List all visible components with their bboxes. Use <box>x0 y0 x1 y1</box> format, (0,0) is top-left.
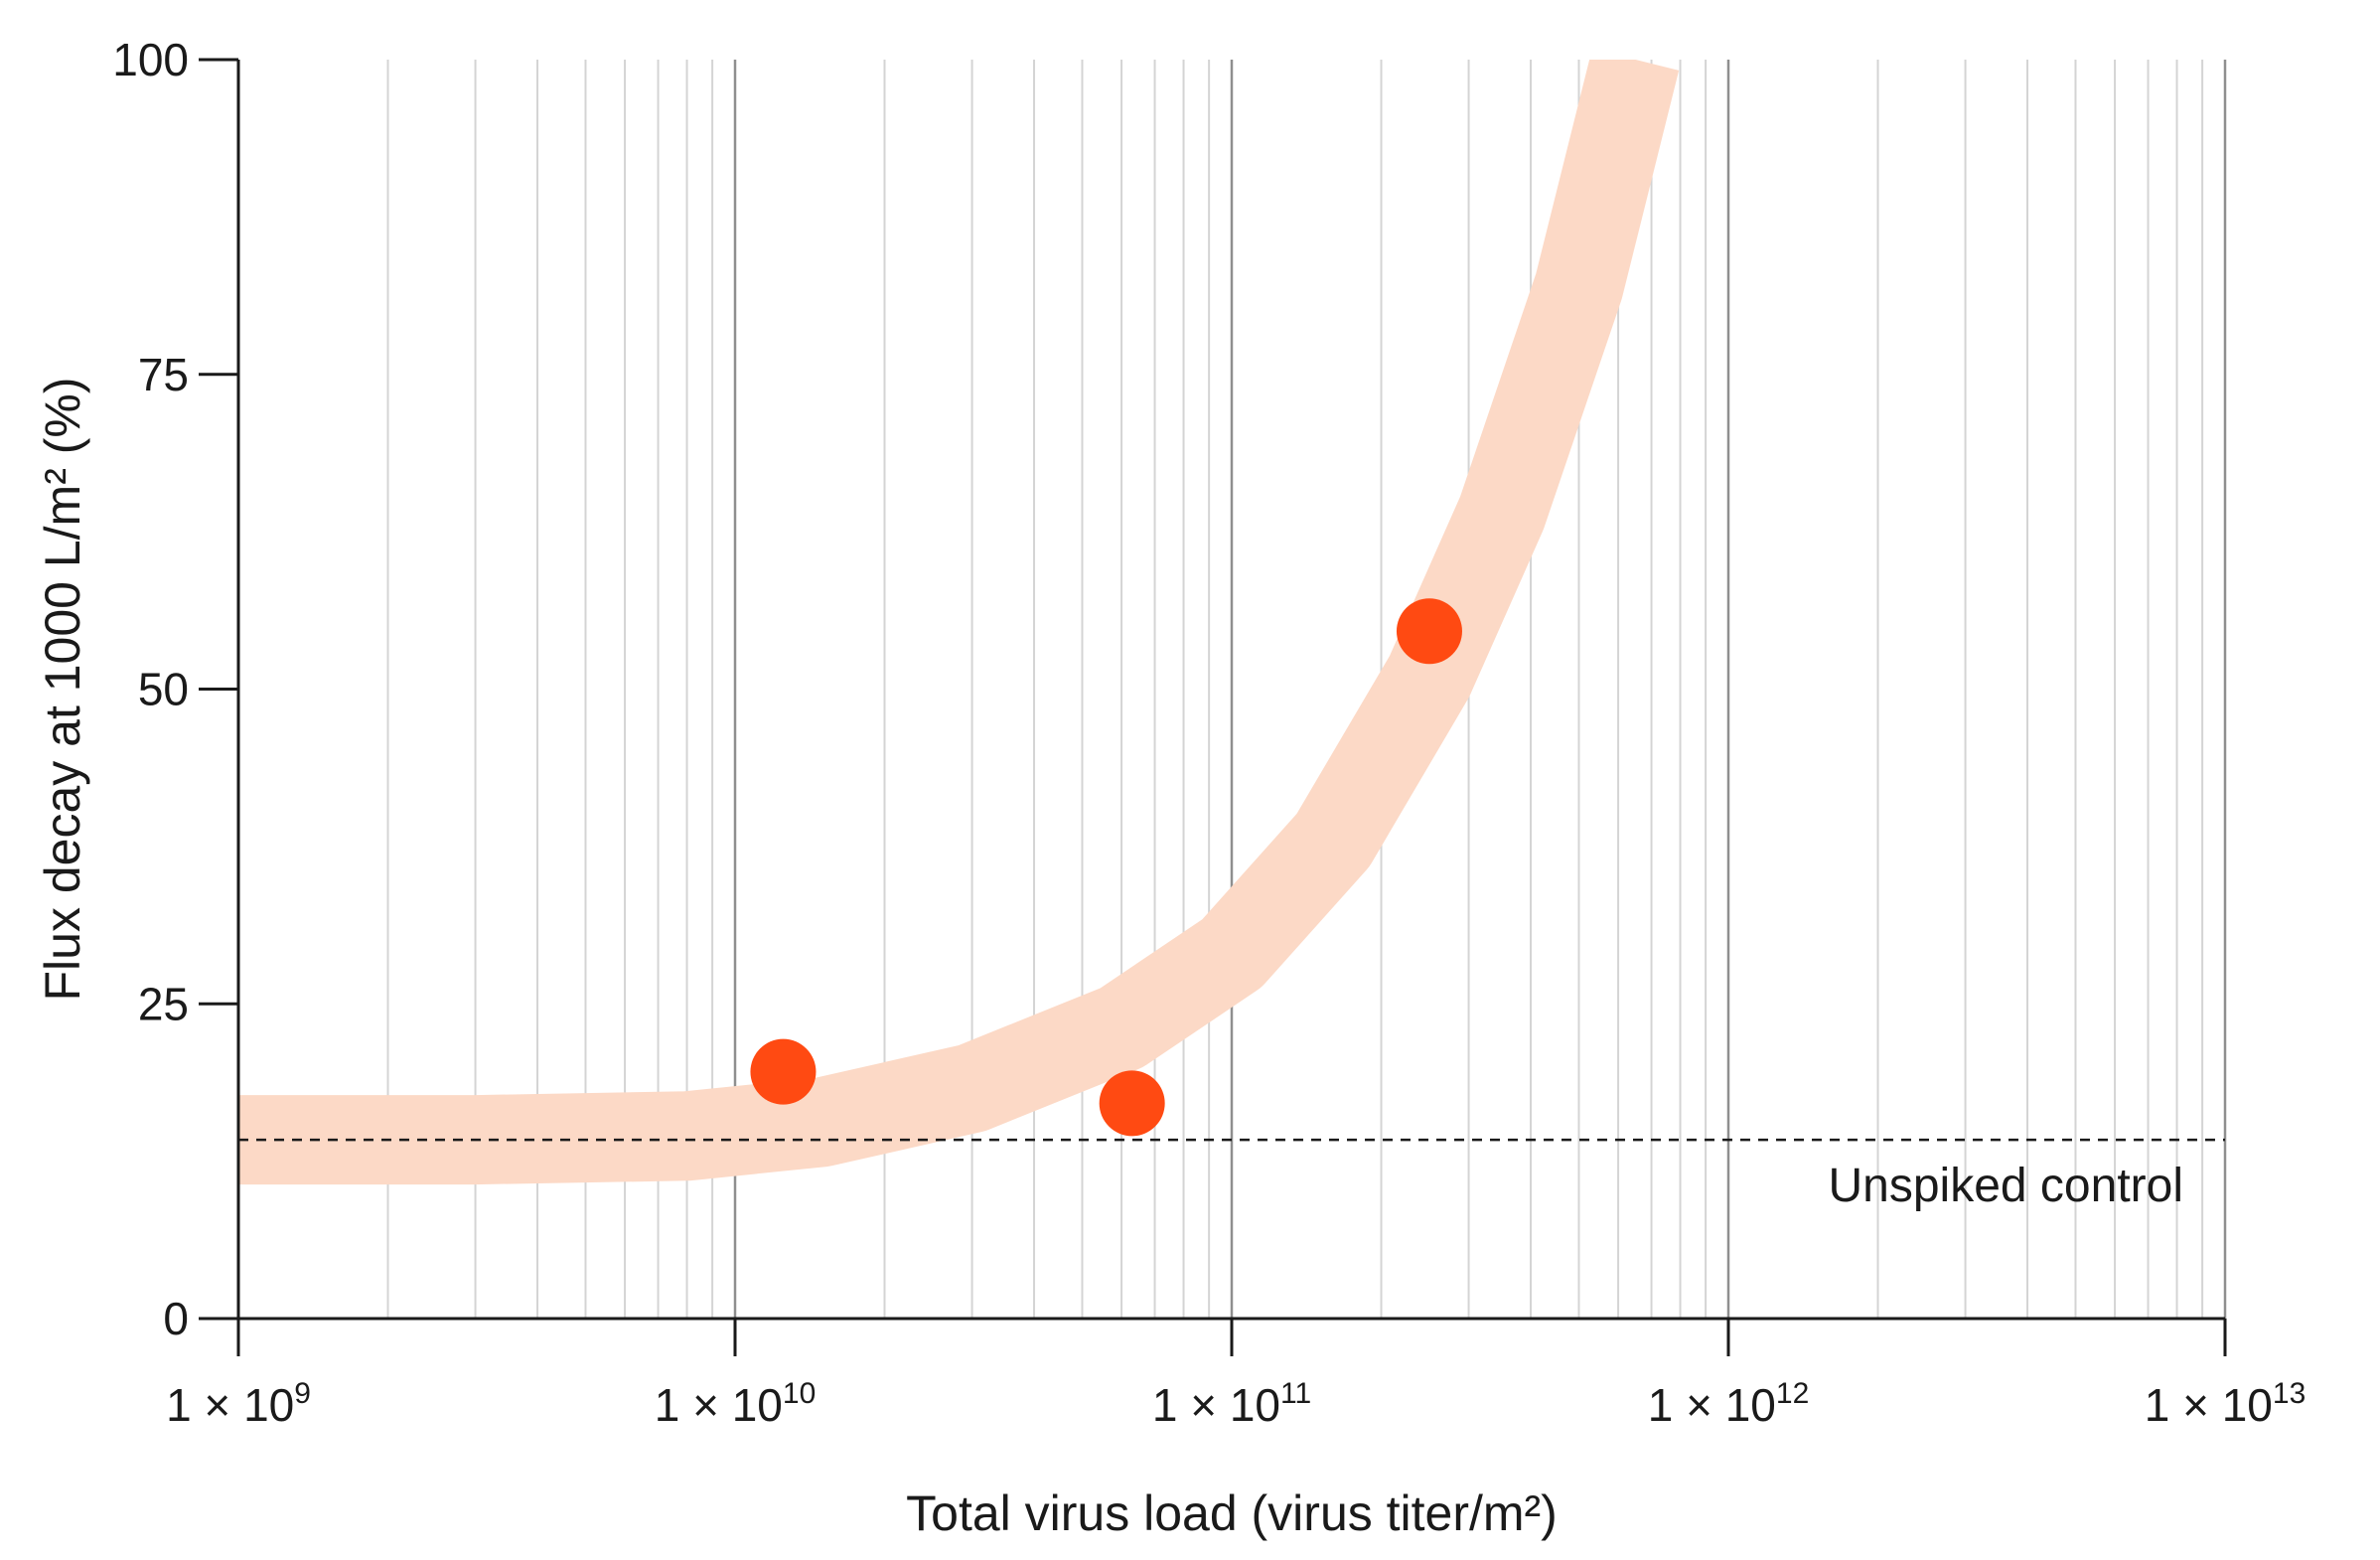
x-tick-label-base: 1 × 10 <box>1648 1379 1776 1431</box>
x-tick-label-base: 1 × 10 <box>166 1379 294 1431</box>
y-tick-label: 50 <box>138 664 189 715</box>
y-tick-label: 100 <box>112 34 189 85</box>
y-axis-title: Flux decay at 1000 L/m² (%) <box>35 377 90 1001</box>
x-tick-label-exponent: 13 <box>2273 1377 2306 1410</box>
data-point <box>1099 1070 1165 1137</box>
reference-line-label: Unspiked control <box>1828 1160 2183 1212</box>
x-tick-label-base: 1 × 10 <box>655 1379 783 1431</box>
trend-band <box>238 60 1680 1185</box>
x-tick-label-exponent: 12 <box>1776 1377 1809 1410</box>
x-tick-label: 1 × 1013 <box>2145 1377 2306 1431</box>
x-tick-label-base: 1 × 10 <box>2145 1379 2273 1431</box>
y-tick-label: 75 <box>138 349 189 400</box>
data-point <box>750 1038 817 1105</box>
x-axis-title: Total virus load (virus titer/m²) <box>906 1485 1558 1541</box>
x-tick-label-exponent: 11 <box>1280 1377 1311 1410</box>
y-tick-label: 25 <box>138 978 189 1029</box>
x-tick-label-exponent: 10 <box>783 1377 816 1410</box>
x-tick-label: 1 × 109 <box>166 1377 311 1431</box>
axes <box>199 58 2227 1356</box>
reference-line-layer: Unspiked control <box>238 1138 2225 1212</box>
x-tick-label: 1 × 1010 <box>655 1377 817 1431</box>
y-tick-label: 0 <box>163 1293 189 1344</box>
x-tick-label: 1 × 1011 <box>1152 1377 1311 1431</box>
trend-band-layer <box>238 60 1680 1185</box>
x-tick-label-exponent: 9 <box>294 1377 311 1410</box>
data-point <box>1396 598 1462 665</box>
x-tick-label-base: 1 × 10 <box>1152 1379 1280 1431</box>
data-points <box>750 598 1462 1137</box>
x-tick-label: 1 × 1012 <box>1648 1377 1810 1431</box>
